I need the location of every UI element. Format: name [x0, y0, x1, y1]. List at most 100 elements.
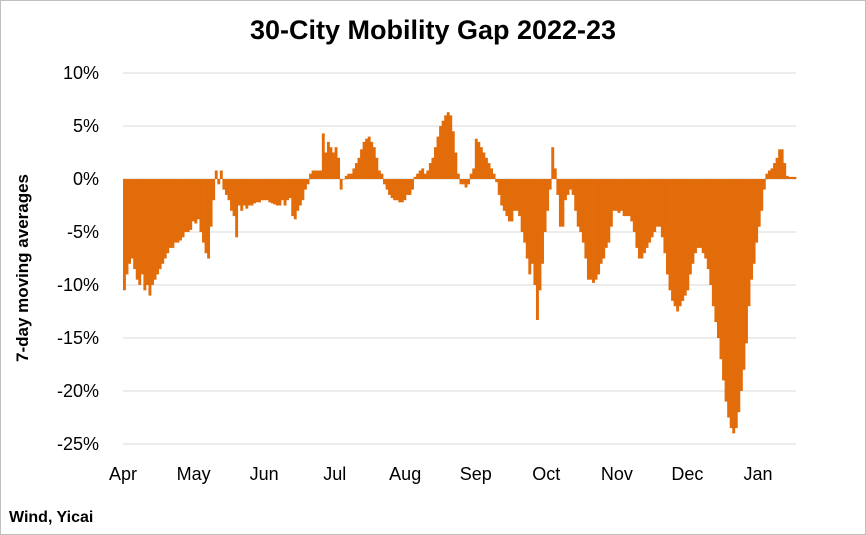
bar [395, 179, 399, 201]
bar [665, 179, 669, 275]
bar [737, 179, 741, 413]
bar [676, 179, 680, 312]
bar [571, 179, 575, 195]
bar [370, 141, 374, 179]
bar [151, 179, 154, 285]
bar [566, 179, 570, 195]
bar [569, 179, 573, 190]
bar [283, 179, 287, 206]
bar [265, 179, 269, 201]
bar [344, 175, 348, 179]
bar [332, 152, 335, 179]
bar [589, 179, 593, 280]
bar [456, 173, 460, 179]
bar [780, 149, 784, 179]
bar [393, 179, 397, 201]
x-tick-label: Apr [109, 464, 137, 484]
bar [125, 179, 129, 275]
bar [354, 163, 358, 179]
bar [510, 179, 514, 222]
bar [390, 179, 394, 199]
bar [574, 179, 578, 211]
chart-title: 30-City Mobility Gap 2022-23 [249, 15, 617, 45]
bar [714, 179, 718, 323]
bar [224, 179, 228, 195]
bar [163, 179, 167, 259]
bar [398, 179, 402, 203]
x-tick-label: Oct [532, 464, 560, 484]
bar [156, 179, 160, 275]
bar [783, 163, 787, 179]
bar [660, 179, 664, 238]
bar [719, 179, 723, 360]
bar [650, 179, 654, 238]
bar [324, 152, 328, 179]
x-tick-label: Jun [250, 464, 279, 484]
bar [240, 179, 244, 211]
bar [543, 179, 547, 232]
bar [288, 179, 292, 199]
bar [342, 179, 346, 180]
bar [530, 179, 534, 264]
bar [171, 179, 175, 248]
bar [622, 179, 626, 217]
bar [337, 157, 341, 179]
bar [130, 179, 134, 259]
bar [482, 152, 486, 179]
bar [444, 115, 448, 179]
bar [653, 179, 657, 232]
bar [321, 133, 325, 179]
bar [520, 179, 524, 232]
bar [706, 179, 710, 270]
bar [293, 179, 297, 220]
bar [467, 179, 471, 185]
bar [747, 179, 751, 307]
bar [194, 179, 198, 224]
bar [153, 179, 157, 280]
bar [548, 179, 552, 190]
x-tick-label: Jul [323, 464, 346, 484]
bar [222, 179, 226, 190]
bar [696, 179, 700, 248]
bar [767, 170, 771, 179]
bar [500, 179, 504, 206]
bar [688, 179, 692, 275]
bar [247, 179, 251, 206]
bar [434, 147, 437, 179]
bar [505, 179, 509, 217]
bar [286, 179, 290, 201]
bar [352, 168, 356, 179]
bar [645, 179, 649, 248]
bar [123, 179, 126, 291]
bar [716, 179, 720, 338]
bar [436, 136, 440, 179]
bar [490, 168, 493, 179]
bar [326, 141, 330, 179]
bar [594, 179, 598, 280]
bar [199, 179, 203, 232]
bar [403, 179, 407, 201]
bar [515, 179, 519, 211]
bar [620, 179, 623, 211]
bar [513, 179, 516, 211]
bar [551, 147, 555, 179]
bar [273, 179, 277, 205]
bar [408, 179, 412, 195]
bar [362, 141, 366, 179]
bar [630, 179, 634, 222]
bar [604, 179, 608, 248]
x-tick-label: Jan [743, 464, 772, 484]
bar [711, 179, 715, 307]
bar [227, 179, 231, 201]
y-tick-label: -5% [67, 222, 99, 242]
bar [477, 141, 481, 179]
bar [400, 179, 404, 203]
y-tick-label: 5% [73, 116, 99, 136]
bar [377, 170, 381, 179]
bar [648, 179, 652, 243]
bar [191, 179, 195, 222]
bar [301, 179, 305, 201]
bar [581, 179, 585, 243]
